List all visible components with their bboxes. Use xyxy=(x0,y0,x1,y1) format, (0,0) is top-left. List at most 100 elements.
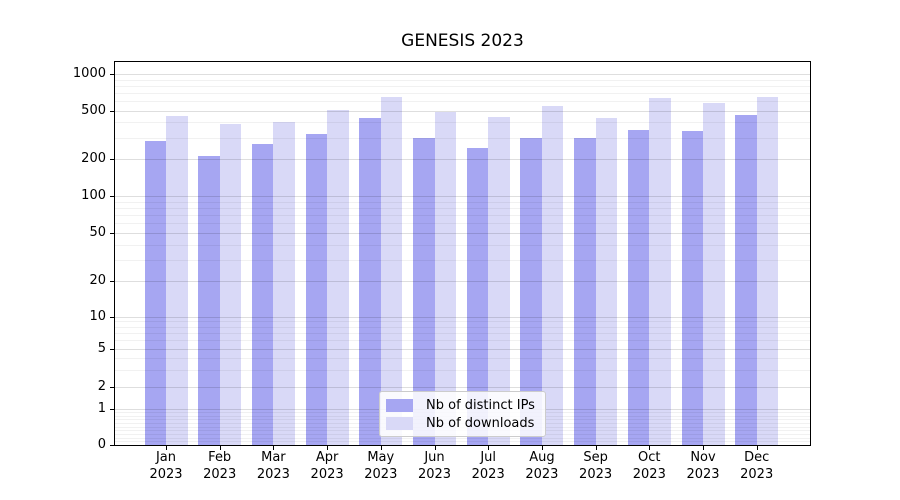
bars-layer xyxy=(115,62,810,445)
x-tick-label-month-nov: Nov xyxy=(690,450,716,465)
y-tick-mark-1 xyxy=(110,408,114,410)
x-tick-mark-oct xyxy=(649,446,651,450)
x-tick-label-dec: Dec 2023 xyxy=(725,450,789,483)
bar-ips-jun xyxy=(413,137,435,445)
x-tick-label-year-dec: 2023 xyxy=(740,466,774,482)
x-tick-label-month-dec: Dec xyxy=(744,450,770,465)
gridline-major-50 xyxy=(115,233,810,234)
x-tick-mark-sep xyxy=(595,446,597,450)
x-tick-label-jun: Jun 2023 xyxy=(403,450,467,483)
y-tick-label-500: 500 xyxy=(81,102,106,118)
x-tick-label-year-may: 2023 xyxy=(364,466,398,482)
gridline-major-5 xyxy=(115,348,810,350)
y-tick-mark-50 xyxy=(110,233,114,234)
plot-area xyxy=(114,61,811,446)
x-tick-label-month-jan: Jan xyxy=(155,450,177,465)
gridline-minor-40 xyxy=(115,244,810,246)
x-tick-label-month-apr: Apr xyxy=(315,450,339,465)
x-tick-label-year-apr: 2023 xyxy=(310,466,344,482)
x-tick-label-year-oct: 2023 xyxy=(632,466,666,482)
x-tick-label-jul: Jul 2023 xyxy=(456,450,520,483)
gridline-minor-6 xyxy=(115,340,810,342)
bar-downloads-dec xyxy=(756,96,779,445)
y-tick-label-200: 200 xyxy=(81,151,106,166)
bar-ips-dec xyxy=(735,114,757,445)
bar-ips-mar xyxy=(251,144,274,445)
y-tick-mark-10 xyxy=(110,316,114,318)
x-tick-mark-apr xyxy=(327,446,329,450)
legend: Nb of distinct IPs Nb of downloads xyxy=(379,391,546,437)
y-tick-mark-200 xyxy=(110,159,114,160)
bar-ips-feb xyxy=(198,156,220,445)
y-tick-label-50: 50 xyxy=(89,225,106,240)
x-tick-label-year-jan: 2023 xyxy=(149,466,183,482)
y-tick-label-0: 0 xyxy=(97,437,106,452)
bar-downloads-sep xyxy=(595,118,618,445)
bar-downloads-may xyxy=(380,96,403,445)
bar-downloads-apr xyxy=(327,109,349,445)
legend-swatch-downloads xyxy=(386,417,413,430)
x-tick-label-year-jun: 2023 xyxy=(417,466,452,482)
gridline-major-100 xyxy=(115,196,810,197)
y-tick-label-1000: 1000 xyxy=(72,66,106,81)
y-tick-mark-500 xyxy=(110,110,114,112)
gridline-minor-80 xyxy=(115,207,810,209)
x-tick-label-nov: Nov 2023 xyxy=(671,450,735,483)
y-tick-label-5: 5 xyxy=(97,340,106,356)
x-tick-mark-jul xyxy=(488,446,490,450)
bar-downloads-jan xyxy=(166,116,188,445)
gridline-minor-600 xyxy=(115,100,810,102)
gridline-major-500 xyxy=(115,110,810,112)
y-tick-label-1: 1 xyxy=(97,400,106,416)
y-tick-label-100: 100 xyxy=(81,188,106,203)
x-tick-label-year-mar: 2023 xyxy=(256,466,290,482)
chart-title: GENESIS 2023 xyxy=(401,31,524,51)
bar-ips-apr xyxy=(305,134,328,445)
grid-layer xyxy=(115,62,810,445)
bar-ips-may xyxy=(359,118,381,445)
x-tick-label-year-aug: 2023 xyxy=(525,466,559,482)
gridline-minor-800 xyxy=(115,85,810,87)
x-tick-label-month-feb: Feb xyxy=(208,450,232,465)
x-tick-mark-dec xyxy=(756,446,758,450)
gridline-major-2 xyxy=(115,386,810,388)
x-tick-label-month-oct: Oct xyxy=(638,450,661,465)
x-tick-mark-jan xyxy=(166,446,167,450)
x-tick-label-feb: Feb 2023 xyxy=(188,450,252,483)
y-tick-label-20: 20 xyxy=(89,273,106,288)
x-tick-label-aug: Aug 2023 xyxy=(510,450,574,483)
gridline-major-10 xyxy=(115,316,810,318)
x-tick-label-may: May 2023 xyxy=(349,450,413,483)
x-tick-mark-mar xyxy=(273,446,275,450)
y-tick-mark-2 xyxy=(110,386,114,388)
x-tick-label-oct: Oct 2023 xyxy=(617,450,681,483)
x-tick-label-year-jul: 2023 xyxy=(471,466,505,482)
x-tick-mark-may xyxy=(380,446,382,450)
x-tick-label-month-mar: Mar xyxy=(261,450,286,465)
y-tick-label-2: 2 xyxy=(97,378,106,394)
bar-ips-oct xyxy=(627,130,650,445)
gridline-minor-7 xyxy=(115,332,810,334)
gridline-minor-3 xyxy=(115,369,810,371)
x-tick-mark-jun xyxy=(434,446,436,450)
y-tick-mark-5 xyxy=(110,348,114,350)
bar-downloads-jul xyxy=(488,116,510,445)
gridline-minor-900 xyxy=(115,79,810,81)
bar-ips-jul xyxy=(466,148,489,445)
gridline-minor-60 xyxy=(115,223,810,225)
x-tick-mark-feb xyxy=(219,446,221,450)
gridline-minor-400 xyxy=(115,122,810,124)
y-tick-mark-100 xyxy=(110,196,114,197)
y-tick-mark-1000 xyxy=(110,74,114,75)
x-tick-label-mar: Mar 2023 xyxy=(241,450,305,483)
gridline-minor-90 xyxy=(115,201,810,203)
x-tick-label-month-aug: Aug xyxy=(529,450,555,465)
bar-ips-jan xyxy=(144,141,166,445)
x-tick-label-year-sep: 2023 xyxy=(579,466,613,482)
legend-label-downloads: Nb of downloads xyxy=(426,415,535,431)
legend-swatch-distinct-ips xyxy=(386,399,413,412)
x-tick-label-month-sep: Sep xyxy=(583,450,608,465)
x-tick-mark-aug xyxy=(541,446,543,450)
bar-downloads-oct xyxy=(649,97,671,445)
